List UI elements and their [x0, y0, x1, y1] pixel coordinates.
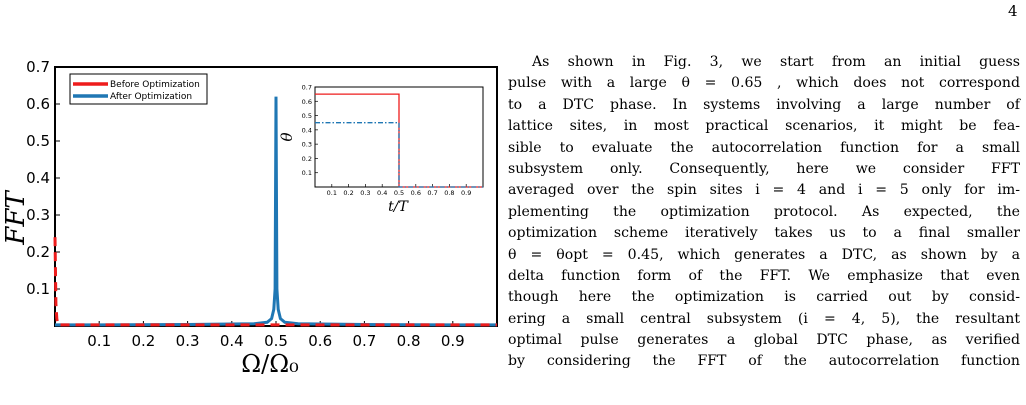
inset-x-axis-label: t/T: [388, 199, 409, 215]
inset-y-tick-label: 0.6: [302, 98, 312, 106]
x-tick-label: 0.3: [176, 332, 200, 350]
inset-x-tick-label: 0.4: [377, 189, 387, 197]
legend-box: [69, 73, 208, 105]
inset-y-tick-label: 0.5: [302, 112, 312, 120]
text-line: to a DTC phase. In systems involving a l…: [508, 96, 1020, 113]
fft-figure: 0.1 0.2 0.3 0.4 0.5 0.6 0.7 0.8 0.9 0.1 0.2 0.3 0.4 0…: [0, 0, 500, 405]
x-tick-label: 0.9: [441, 332, 465, 350]
inset-x-tick-label: 0.9: [461, 189, 471, 197]
page-number: 4: [1008, 2, 1018, 20]
x-tick-label: 0.7: [352, 332, 376, 350]
y-tick-label: 0.5: [26, 132, 50, 150]
text-line: As shown in Fig. 3, we start from an ini…: [532, 54, 1020, 70]
inset-x-tick-label: 0.7: [427, 189, 437, 197]
inset-x-tick-label: 0.6: [411, 189, 421, 197]
text-line: subsystem only. Consequently, here we co…: [508, 160, 1020, 177]
text-line: pulse with a large θ = 0.65 , which does…: [508, 75, 1020, 92]
inset-y-tick-label: 0.3: [302, 141, 312, 149]
inset-x-tick-label: 0.5: [394, 189, 404, 197]
inset-y-tick-label: 0.1: [302, 169, 312, 177]
y-tick-label: 0.6: [26, 95, 50, 113]
y-tick-label: 0.2: [26, 243, 50, 261]
inset-y-axis-label: θ: [278, 132, 296, 141]
y-axis-label: FFT: [1, 190, 31, 246]
text-line: optimization scheme iteratively takes us…: [508, 225, 1020, 242]
text-line: optimal pulse generates a global DTC pha…: [508, 332, 1020, 349]
x-tick-label: 0.4: [220, 332, 244, 350]
x-tick-label: 0.8: [397, 332, 421, 350]
text-line: ering a small central subsystem (i = 4, …: [508, 310, 1020, 327]
y-tick-label: 0.4: [26, 169, 50, 187]
inset-x-tick-label: 0.2: [343, 189, 353, 197]
y-tick-label: 0.3: [26, 206, 50, 224]
inset-plot: 0.1 0.2 0.3 0.4 0.5 0.6 0.7 0.8 0.9 0.1 0.2 0.3 0.4 0…: [278, 84, 484, 215]
text-line: θ = θopt = 0.45, which generates a DTC, …: [508, 246, 1020, 263]
inset-x-tick-label: 0.1: [327, 189, 337, 197]
text-line: though here the optimization is carried …: [508, 289, 1020, 306]
inset-y-tick-label: 0.2: [302, 155, 312, 163]
text-line: plementing the optimization protocol. As…: [508, 203, 1020, 220]
x-axis-label: Ω/Ω₀: [241, 350, 299, 378]
text-line: lattice sites, in most practical scenari…: [508, 118, 1020, 135]
fft-chart-svg: 0.1 0.2 0.3 0.4 0.5 0.6 0.7 0.8 0.9 0.1 0.2 0.3 0.4 0…: [1, 58, 498, 378]
x-tick-label: 0.2: [131, 332, 155, 350]
x-tick-label: 0.6: [308, 332, 332, 350]
body-text-column: As shown in Fig. 3, we start from an ini…: [508, 52, 1020, 373]
y-tick-label: 0.7: [26, 58, 50, 76]
text-line: by considering the FFT of the autocorrel…: [508, 353, 1020, 370]
legend-label: After Optimization: [110, 92, 192, 102]
inset-x-tick-label: 0.3: [360, 189, 370, 197]
inset-series-optimal-pulse: [315, 122, 483, 188]
text-line: sible to evaluate the autocorrelation fu…: [508, 139, 1020, 156]
body-paragraph: As shown in Fig. 3, we start from an ini…: [508, 52, 1020, 373]
y-tick-label: 0.1: [26, 280, 50, 298]
inset-y-tick-label: 0.7: [302, 84, 312, 92]
x-tick-label: 0.1: [87, 332, 111, 350]
x-tick-label: 0.5: [264, 332, 288, 350]
text-line: delta function form of the FFT. We empha…: [508, 267, 1020, 284]
inset-y-tick-label: 0.4: [302, 126, 312, 134]
text-line: averaged over the spin sites i = 4 and i…: [508, 182, 1020, 199]
series-before-optimization: [53, 237, 497, 327]
legend-label: Before Optimization: [110, 80, 200, 90]
inset-x-tick-label: 0.8: [444, 189, 454, 197]
legend: Before Optimization After Optimization: [69, 73, 208, 105]
